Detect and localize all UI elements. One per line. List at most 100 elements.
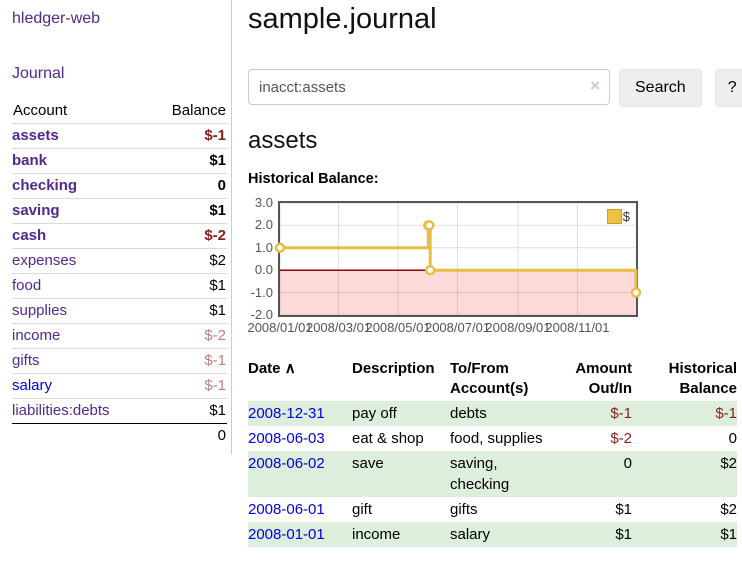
account-link[interactable]: gifts xyxy=(12,352,40,369)
transaction-description: pay off xyxy=(352,405,397,422)
transaction-date-link[interactable]: 2008-06-02 xyxy=(248,455,325,472)
transaction-accounts: gifts xyxy=(450,501,478,518)
clear-search-icon[interactable]: × xyxy=(590,76,600,95)
account-link[interactable]: food xyxy=(12,277,42,294)
account-balance: $-2 xyxy=(148,323,227,349)
transaction-amount: $1 xyxy=(615,501,632,518)
account-row: bank $1 xyxy=(12,148,227,174)
y-axis-tick-label: -1.0 xyxy=(250,284,273,300)
register-header-row: Date ∧ Description To/From Account(s) Am… xyxy=(248,355,737,401)
x-axis-tick-label: 2008/09/01 xyxy=(485,320,551,335)
account-link[interactable]: income xyxy=(12,327,61,344)
register-header-accounts: To/From Account(s) xyxy=(450,360,529,397)
account-link[interactable]: saving xyxy=(12,202,60,219)
account-row: saving $1 xyxy=(12,198,227,224)
account-balance: $1 xyxy=(148,198,227,224)
account-link[interactable]: liabilities:debts xyxy=(12,402,110,419)
search-form: × Search ? xyxy=(248,69,742,107)
transaction-date-link[interactable]: 2008-01-01 xyxy=(248,526,325,543)
transaction-row: 2008-06-03 eat & shop food, supplies $-2 0 xyxy=(248,426,737,451)
account-row: cash $-2 xyxy=(12,223,227,249)
register-body: 2008-12-31 pay off debts $-1 $-1 2008-06-03 ea… xyxy=(248,401,737,547)
transaction-accounts: salary xyxy=(450,526,491,543)
legend-label: $ xyxy=(622,209,630,224)
x-axis-tick-label: 2008/07/01 xyxy=(424,320,491,335)
account-link[interactable]: supplies xyxy=(12,302,68,319)
legend-swatch-icon xyxy=(606,209,622,224)
account-row: liabilities:debts $1 xyxy=(12,398,227,424)
chart-plot-area[interactable]: $ xyxy=(274,201,642,317)
transaction-accounts: debts xyxy=(450,405,487,422)
account-balance: $-1 xyxy=(148,348,227,374)
transaction-amount: 0 xyxy=(623,455,632,472)
y-axis-tick-label: 2.0 xyxy=(254,217,273,233)
register-header-description: Description xyxy=(352,360,435,377)
transaction-accounts: saving, checking xyxy=(450,455,510,493)
account-link[interactable]: expenses xyxy=(12,252,77,269)
app-title-link[interactable]: hledger-web xyxy=(12,10,101,27)
transaction-date-link[interactable]: 2008-12-31 xyxy=(248,405,325,422)
register-header-amount: Amount Out/In xyxy=(575,360,632,397)
account-row: expenses $2 xyxy=(12,248,227,274)
accounts-table: Account Balance assets $-1 bank $1 checking 0… xyxy=(12,99,227,448)
transaction-balance: $1 xyxy=(720,526,737,543)
transaction-description: save xyxy=(352,455,384,472)
accounts-header-balance: Balance xyxy=(171,102,226,119)
hledger-web-app: hledger-web Journal Account Balance asse… xyxy=(0,0,742,547)
sidebar-nav-journal[interactable]: Journal xyxy=(12,65,65,82)
transaction-amount: $1 xyxy=(615,526,632,543)
accounts-header-account: Account xyxy=(13,102,68,119)
accounts-total-spacer xyxy=(12,423,149,448)
balance-chart[interactable]: $ 3.0 2.0 1.0 0.0 -1.0 -2.0 2008/01/01 2008/03/… xyxy=(247,193,648,339)
transaction-row: 2008-06-01 gift gifts $1 $2 xyxy=(248,497,737,522)
account-link[interactable]: salary xyxy=(12,377,53,394)
account-row: checking 0 xyxy=(12,173,227,199)
account-row: gifts $-1 xyxy=(12,348,227,374)
transaction-row: 2008-01-01 income salary $1 $1 xyxy=(248,522,737,547)
chart-legend: $ xyxy=(604,208,632,225)
y-axis-tick-label: -2.0 xyxy=(250,307,273,322)
accounts-header-row: Account Balance xyxy=(12,99,227,124)
help-button[interactable]: ? xyxy=(714,69,742,107)
account-balance: $-1 xyxy=(148,373,227,399)
account-balance: $-1 xyxy=(148,123,227,149)
y-axis-tick-label: 1.0 xyxy=(254,239,273,255)
account-link[interactable]: cash xyxy=(12,227,47,244)
account-link[interactable]: checking xyxy=(12,177,78,194)
transaction-date-link[interactable]: 2008-06-03 xyxy=(248,430,325,447)
account-balance: $1 xyxy=(148,148,227,174)
accounts-total-row: 0 xyxy=(12,423,227,448)
account-balance: $1 xyxy=(148,398,227,424)
search-button[interactable]: Search xyxy=(619,69,702,107)
account-balance: $-2 xyxy=(148,223,227,249)
account-row: salary $-1 xyxy=(12,373,227,399)
transaction-amount: $-2 xyxy=(610,430,632,447)
x-axis-tick-label: 2008/03/01 xyxy=(305,320,372,335)
account-row: income $-2 xyxy=(12,323,227,349)
chart-title: Historical Balance: xyxy=(248,171,379,187)
account-row: supplies $1 xyxy=(12,298,227,324)
transaction-description: income xyxy=(352,526,401,543)
transaction-description: gift xyxy=(352,501,373,518)
account-balance: $1 xyxy=(148,298,227,324)
transaction-balance: 0 xyxy=(728,430,737,447)
y-axis-tick-label: 0.0 xyxy=(254,262,273,278)
transaction-balance: $-1 xyxy=(715,405,737,422)
account-row: assets $-1 xyxy=(12,123,227,149)
register-header-date[interactable]: Date ∧ xyxy=(248,355,352,401)
register-table: Date ∧ Description To/From Account(s) Am… xyxy=(248,355,737,547)
transaction-description: eat & shop xyxy=(352,430,424,447)
sidebar: hledger-web Journal Account Balance asse… xyxy=(0,0,232,454)
account-link[interactable]: bank xyxy=(12,152,48,169)
page-title: sample.journal xyxy=(248,3,437,35)
search-input[interactable] xyxy=(248,69,610,105)
transaction-accounts: food, supplies xyxy=(450,430,543,447)
transaction-date-link[interactable]: 2008-06-01 xyxy=(248,501,325,518)
accounts-table-body: assets $-1 bank $1 checking 0 saving $1 cash $-2 e… xyxy=(12,123,227,424)
account-link[interactable]: assets xyxy=(12,127,59,144)
account-title: assets xyxy=(248,127,318,154)
main-content: sample.journal × Search ? assets Histori… xyxy=(232,0,742,547)
transaction-amount: $-1 xyxy=(610,405,632,422)
account-balance: 0 xyxy=(148,173,227,199)
account-balance: $1 xyxy=(148,273,227,299)
